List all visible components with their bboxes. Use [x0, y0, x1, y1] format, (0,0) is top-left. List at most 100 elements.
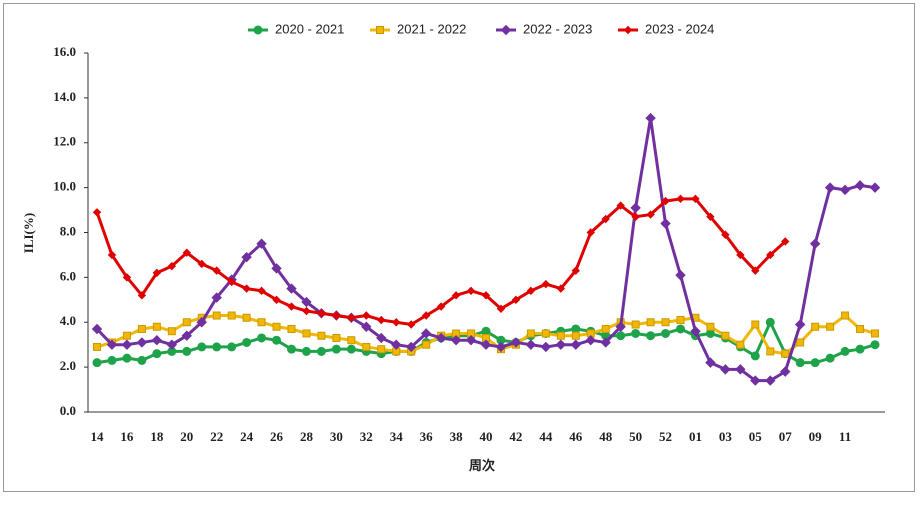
point — [720, 364, 731, 375]
point — [107, 250, 117, 260]
point — [781, 349, 790, 358]
y-tick-label: 10.0 — [53, 179, 76, 194]
y-tick-label: 12.0 — [53, 134, 76, 149]
x-tick-label: 40 — [480, 429, 493, 444]
legend-label: 2022 - 2023 — [523, 21, 592, 36]
point — [735, 364, 746, 375]
point — [93, 342, 101, 351]
point — [211, 292, 222, 303]
point — [301, 346, 311, 356]
point — [796, 338, 805, 347]
point — [227, 311, 236, 320]
point — [555, 339, 567, 350]
point — [526, 329, 535, 338]
x-tick-label: 07 — [779, 429, 793, 444]
point — [811, 322, 820, 331]
legend-label: 2020 - 2021 — [275, 21, 344, 36]
y-tick-label: 0.0 — [60, 403, 76, 418]
point — [675, 269, 686, 281]
point — [317, 331, 326, 340]
point — [376, 332, 387, 344]
point — [571, 266, 580, 275]
point — [197, 342, 207, 352]
point — [377, 345, 386, 354]
point — [645, 112, 656, 124]
point — [781, 237, 790, 246]
point — [406, 320, 416, 329]
point — [616, 201, 625, 210]
point — [167, 261, 177, 271]
point — [257, 318, 266, 327]
x-tick-label: 26 — [270, 429, 284, 444]
x-tick-label: 14 — [91, 429, 105, 444]
point — [242, 337, 252, 347]
point — [301, 296, 312, 308]
point — [765, 375, 776, 386]
x-tick-label: 28 — [300, 429, 314, 444]
point — [646, 331, 656, 341]
point — [242, 284, 251, 293]
x-tick-label: 22 — [210, 429, 223, 444]
point — [691, 194, 700, 204]
point — [810, 358, 820, 368]
point — [736, 250, 745, 260]
point — [257, 286, 266, 296]
point — [92, 358, 102, 368]
point — [122, 331, 131, 340]
point — [854, 180, 866, 191]
x-tick-label: 16 — [120, 429, 134, 444]
point — [152, 349, 162, 359]
point — [212, 311, 221, 320]
point — [227, 277, 236, 287]
point — [272, 335, 282, 345]
point — [630, 202, 641, 214]
point — [137, 355, 147, 365]
x-tick-label: 46 — [569, 429, 583, 444]
x-tick-label: 11 — [839, 429, 851, 444]
point — [750, 351, 760, 361]
y-tick-label: 16.0 — [53, 44, 76, 59]
point — [347, 336, 356, 345]
point — [795, 358, 805, 368]
point — [435, 332, 447, 344]
point — [706, 212, 715, 222]
legend-marker — [623, 25, 633, 35]
x-tick-label: 52 — [659, 429, 672, 444]
point — [212, 266, 221, 275]
point — [510, 337, 522, 348]
point — [824, 182, 836, 193]
point — [570, 339, 581, 350]
point — [122, 353, 132, 363]
point — [272, 322, 281, 331]
point — [287, 344, 296, 354]
point — [107, 355, 117, 365]
x-tick-label: 05 — [749, 429, 763, 444]
point — [152, 268, 162, 278]
point — [600, 337, 611, 348]
legend-marker — [376, 26, 384, 34]
x-tick-label: 20 — [180, 429, 193, 444]
point — [436, 302, 446, 311]
point — [855, 344, 865, 354]
point — [526, 286, 536, 296]
point — [405, 341, 417, 353]
x-tick-label: 50 — [629, 429, 642, 444]
point — [511, 295, 521, 305]
point — [646, 318, 655, 327]
point — [181, 330, 192, 341]
legend-marker — [253, 25, 263, 35]
point — [721, 331, 730, 340]
point — [182, 248, 191, 257]
point — [151, 334, 163, 346]
point — [466, 286, 476, 296]
y-tick-label: 14.0 — [53, 89, 76, 104]
point — [525, 339, 537, 350]
point — [839, 184, 851, 196]
point — [137, 291, 147, 300]
point — [212, 342, 222, 352]
point — [586, 228, 595, 237]
point — [601, 214, 610, 224]
y-axis-title: ILI(%) — [21, 213, 36, 253]
point — [780, 366, 791, 377]
